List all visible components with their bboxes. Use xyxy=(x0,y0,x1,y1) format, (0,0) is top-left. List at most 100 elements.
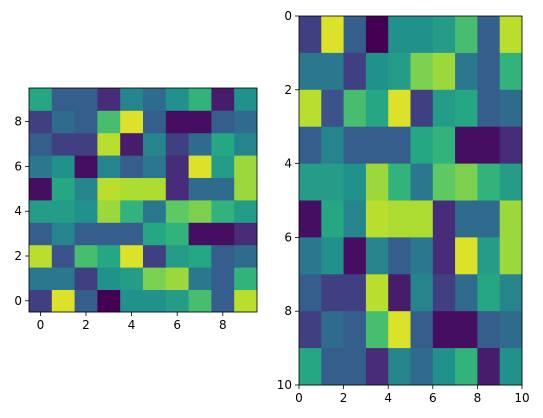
right-heatmap-cell xyxy=(477,311,501,349)
left-heatmap-cell xyxy=(120,132,144,156)
left-heatmap-cell xyxy=(234,244,258,268)
left-x-tick-label: 0 xyxy=(37,318,45,332)
left-heatmap-cell xyxy=(188,132,212,156)
left-heatmap-cell xyxy=(188,267,212,290)
right-heatmap-cell xyxy=(477,52,501,91)
right-heatmap-cell xyxy=(499,200,523,238)
left-heatmap-cell xyxy=(234,88,258,111)
right-heatmap-cell xyxy=(410,274,434,312)
right-heatmap-cell xyxy=(499,16,523,54)
left-heatmap-cell xyxy=(211,132,235,156)
left-heatmap-cell xyxy=(51,222,75,246)
right-heatmap-cell xyxy=(299,237,322,275)
left-heatmap-cell xyxy=(29,267,53,290)
left-heatmap-cell xyxy=(29,177,53,201)
right-heatmap-cell xyxy=(432,126,456,164)
right-heatmap-cell xyxy=(499,311,523,349)
left-heatmap-cell xyxy=(165,200,189,223)
left-heatmap-cell xyxy=(74,110,98,134)
right-x-tick-label: 6 xyxy=(429,391,437,405)
right-heatmap-cell xyxy=(365,311,389,349)
left-heatmap-cell xyxy=(188,155,212,178)
right-y-tick-label: 0 xyxy=(284,9,292,23)
right-y-tick-label: 6 xyxy=(284,230,292,244)
left-heatmap-cell xyxy=(29,155,53,178)
right-heatmap-cell xyxy=(455,126,478,164)
right-heatmap-cell xyxy=(343,237,367,275)
left-heatmap-cell xyxy=(143,88,167,111)
left-heatmap-cell xyxy=(29,222,53,246)
right-heatmap-cell xyxy=(388,274,411,312)
right-heatmap-cell xyxy=(299,348,322,386)
left-heatmap-cell xyxy=(120,200,144,223)
right-axes-frame xyxy=(298,15,523,386)
left-heatmap-cell xyxy=(74,88,98,111)
right-heatmap-cell xyxy=(299,52,322,91)
left-heatmap-cell xyxy=(188,289,212,313)
right-heatmap-cell xyxy=(321,237,344,275)
left-heatmap-cell xyxy=(74,177,98,201)
left-heatmap-cell xyxy=(234,132,258,156)
right-heatmap-cell xyxy=(432,52,456,91)
left-y-tick-label: 8 xyxy=(14,115,22,129)
right-heatmap-cell xyxy=(499,89,523,128)
right-heatmap-cell xyxy=(365,126,389,164)
right-heatmap-cell xyxy=(477,237,501,275)
right-heatmap-cell xyxy=(388,163,411,201)
right-heatmap-cell xyxy=(455,274,478,312)
right-heatmap-cell xyxy=(299,274,322,312)
left-heatmap-cell xyxy=(97,289,121,313)
left-heatmap-cell xyxy=(120,267,144,290)
right-heatmap-cell xyxy=(321,274,344,312)
right-y-tick-label: 4 xyxy=(284,157,292,171)
right-heatmap-cell xyxy=(499,348,523,386)
left-heatmap-cell xyxy=(29,289,53,313)
right-heatmap-cell xyxy=(321,52,344,91)
right-heatmap-cell xyxy=(432,311,456,349)
right-x-tick-label: 10 xyxy=(514,391,529,405)
right-heatmap-cell xyxy=(365,163,389,201)
left-heatmap-cell xyxy=(29,244,53,268)
right-heatmap-cell xyxy=(299,16,322,54)
right-heatmap-cell xyxy=(455,52,478,91)
right-heatmap-cell xyxy=(299,200,322,238)
right-heatmap-cell xyxy=(499,163,523,201)
right-heatmap-cell xyxy=(343,200,367,238)
left-heatmap-cell xyxy=(143,244,167,268)
left-heatmap-cell xyxy=(165,132,189,156)
right-heatmap-cell xyxy=(299,89,322,128)
left-heatmap-cell xyxy=(97,155,121,178)
left-heatmap-cell xyxy=(211,244,235,268)
right-heatmap-cell xyxy=(499,237,523,275)
left-heatmap-cell xyxy=(165,222,189,246)
left-heatmap-cell xyxy=(211,88,235,111)
left-heatmap-cell xyxy=(97,88,121,111)
left-heatmap-cell xyxy=(74,289,98,313)
left-heatmap-cell xyxy=(120,244,144,268)
right-x-tick-label: 8 xyxy=(474,391,482,405)
right-heatmap-cell xyxy=(477,126,501,164)
left-heatmap-cell xyxy=(97,267,121,290)
right-heatmap-cell xyxy=(388,348,411,386)
left-heatmap-cell xyxy=(51,155,75,178)
left-heatmap-cell xyxy=(74,267,98,290)
right-heatmap-cell xyxy=(455,348,478,386)
left-heatmap-cell xyxy=(120,155,144,178)
left-x-tick-label: 8 xyxy=(219,318,227,332)
left-heatmap-cell xyxy=(234,289,258,313)
left-y-tick-label: 2 xyxy=(14,249,22,263)
left-heatmap-cell xyxy=(51,88,75,111)
right-heatmap-cell xyxy=(499,274,523,312)
left-heatmap-cell xyxy=(211,177,235,201)
right-heatmap-cell xyxy=(365,52,389,91)
left-heatmap-cell xyxy=(143,177,167,201)
right-x-tick-label: 4 xyxy=(384,391,392,405)
right-heatmap-cell xyxy=(299,163,322,201)
left-heatmap-cell xyxy=(211,200,235,223)
right-heatmap-cell xyxy=(432,348,456,386)
right-heatmap-cell xyxy=(388,126,411,164)
left-heatmap-cell xyxy=(188,88,212,111)
right-heatmap-cell xyxy=(299,311,322,349)
right-heatmap-cell xyxy=(321,348,344,386)
